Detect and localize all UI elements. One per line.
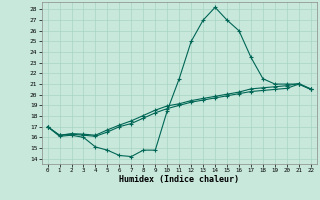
X-axis label: Humidex (Indice chaleur): Humidex (Indice chaleur) xyxy=(119,175,239,184)
